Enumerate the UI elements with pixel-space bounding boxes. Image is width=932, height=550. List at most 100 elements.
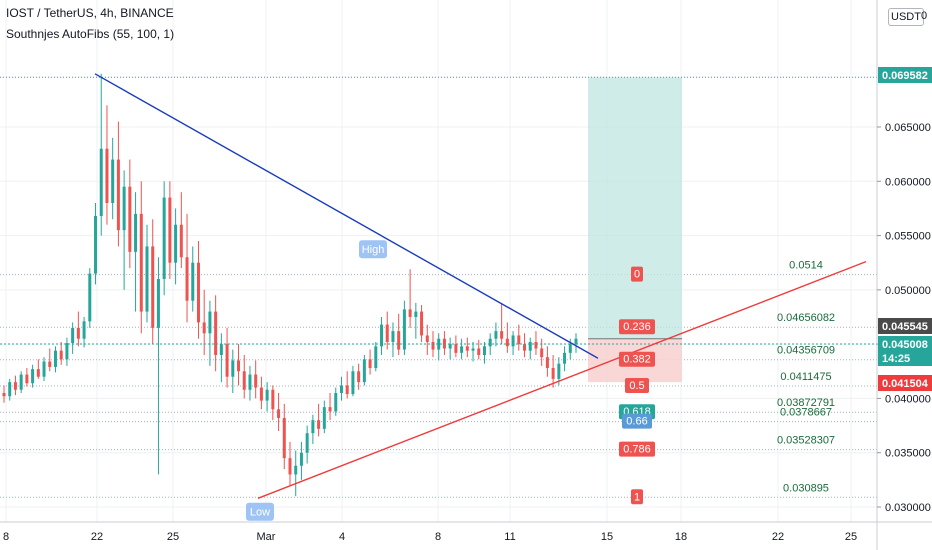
- candle-body: [134, 213, 138, 252]
- candlesticks: [0, 73, 877, 497]
- candle-body: [53, 350, 57, 367]
- candle-body: [408, 309, 412, 317]
- candle-body: [13, 382, 17, 390]
- fib-ratio-badge: [631, 266, 643, 282]
- candle-body: [471, 348, 475, 351]
- date-tick-label: 25: [845, 531, 857, 543]
- price-axis-label: 0.069582: [882, 70, 928, 82]
- candle-body: [322, 407, 326, 429]
- candle-body: [545, 357, 549, 369]
- marker-label: High: [362, 244, 385, 256]
- date-tick-label: 8: [3, 531, 9, 543]
- candle-body: [540, 348, 544, 358]
- date-tick-label: 22: [91, 531, 103, 543]
- fib-price-label: 0.04656082: [777, 312, 835, 324]
- candle-body: [225, 344, 229, 377]
- trendline-up[interactable]: [257, 260, 867, 499]
- target-zone[interactable]: [588, 77, 682, 339]
- fib-price-label: 0.0378667: [780, 407, 832, 419]
- candle-body: [277, 409, 281, 418]
- candle-body: [574, 338, 578, 345]
- candle-body: [488, 338, 492, 347]
- candle-body: [368, 359, 372, 369]
- fib-level-labels: 0 0.0514 0.236 0.04656082 0.382 0.04356709 0.5…: [619, 260, 835, 505]
- symbol-title: IOST / TetherUS, 4h, BINANCE: [6, 6, 174, 20]
- fib-ratio-label: 0.382: [623, 354, 651, 366]
- candle-body: [563, 352, 567, 364]
- date-axis[interactable]: 8 22 25 Mar 4 8 11 15 18 22 25: [0, 521, 932, 543]
- price-tick-label: 0.030000: [885, 502, 931, 514]
- low-marker: [246, 502, 274, 521]
- candle-body: [208, 311, 212, 334]
- candle-body: [111, 159, 115, 203]
- candle-body: [511, 335, 515, 347]
- candle-body: [122, 186, 126, 231]
- candle-body: [237, 360, 241, 372]
- candle-body: [65, 343, 69, 360]
- candle-body: [311, 420, 315, 434]
- candle-body: [151, 246, 155, 328]
- candle-body: [551, 368, 555, 379]
- currency-suffix: 0: [921, 10, 928, 22]
- candle-body: [76, 327, 80, 339]
- price-tick-label: 0.065000: [885, 122, 931, 134]
- date-tick-label: 15: [601, 531, 613, 543]
- candle-body: [196, 262, 200, 323]
- candle-body: [339, 385, 343, 393]
- fib-ratio-label: 0: [634, 269, 640, 281]
- candle-body: [425, 335, 429, 342]
- candle-body: [191, 262, 195, 301]
- fib-price-label: 0.03872791: [777, 397, 835, 409]
- price-tick-label: 0.035000: [885, 448, 931, 460]
- candle-body: [454, 344, 458, 353]
- candle-body: [465, 346, 469, 351]
- candle-body: [48, 361, 52, 367]
- candle-body: [568, 344, 572, 353]
- indicator-title: Southnjes AutoFibs (55, 100, 1): [6, 27, 175, 41]
- candle-body: [116, 159, 120, 231]
- candle-body: [174, 224, 178, 263]
- price-axis-label-bg: [878, 375, 932, 391]
- candle-body: [528, 341, 532, 351]
- trendlines[interactable]: [94, 73, 867, 499]
- candle-body: [431, 341, 435, 350]
- fib-ratio-badge: [631, 489, 643, 505]
- candle-body: [139, 213, 143, 312]
- candle-body: [345, 385, 349, 395]
- candle-body: [254, 374, 258, 388]
- currency-badge[interactable]: USDT: [888, 8, 924, 26]
- candle-body: [534, 341, 538, 349]
- date-tick-label: 18: [675, 531, 687, 543]
- candle-body: [271, 389, 275, 410]
- fib-ratio-badge: [625, 377, 649, 393]
- fib-ratio-badge: [619, 351, 655, 367]
- price-axis[interactable]: 0.0650000.0600000.0550000.0500000.045000…: [876, 0, 932, 550]
- candle-body: [299, 452, 303, 466]
- price-axis-label: 0.045008: [882, 339, 928, 351]
- candle-body: [494, 331, 498, 339]
- candle-body: [219, 344, 223, 355]
- candle-body: [391, 331, 395, 342]
- candle-body: [282, 417, 286, 459]
- candle-body: [42, 361, 46, 377]
- fib-price-label: 0.04356709: [777, 345, 835, 357]
- grid: [0, 0, 877, 522]
- trendline-down[interactable]: [94, 73, 599, 359]
- price-tick-label: 0.060000: [885, 176, 931, 188]
- date-tick-label: 4: [339, 531, 345, 543]
- fib-price-label: 0.03528307: [777, 435, 835, 447]
- price-axis-label: 0.045545: [882, 321, 928, 333]
- fib-price-label: 0.0411475: [780, 371, 831, 383]
- candle-body: [231, 360, 235, 377]
- candle-body: [31, 369, 35, 384]
- candle-body: [334, 393, 338, 412]
- candle-body: [8, 382, 12, 397]
- fib-price-label: 0.030895: [783, 482, 829, 494]
- date-tick-label: 11: [504, 531, 515, 543]
- price-tick-label: 0.050000: [885, 285, 931, 297]
- candle-body: [179, 224, 183, 258]
- candle-body: [202, 322, 206, 334]
- candle-body: [380, 324, 384, 347]
- price-axis-label: 14:25: [882, 353, 910, 365]
